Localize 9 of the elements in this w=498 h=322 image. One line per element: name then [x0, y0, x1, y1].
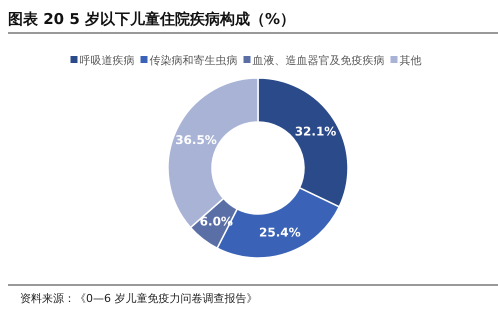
chart-title: 图表 20 5 岁以下儿童住院疾病构成（%） — [8, 10, 296, 28]
data-label: 25.4% — [259, 225, 301, 240]
legend-label: 传染病和寄生虫病 — [150, 54, 238, 67]
text: 资料来源：《0—6 岁儿童免疫力问卷调查报告》 — [20, 292, 258, 305]
legend-label: 血液、造血器官及免疫疾病 — [252, 54, 384, 67]
data-label: 36.5% — [175, 133, 217, 148]
legend-label: 其他 — [400, 54, 422, 67]
data-label: 32.1% — [294, 124, 336, 139]
legend-label: 呼吸道疾病 — [80, 54, 134, 67]
